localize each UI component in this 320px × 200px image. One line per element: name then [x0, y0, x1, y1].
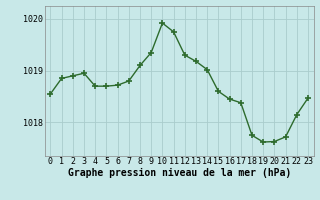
- X-axis label: Graphe pression niveau de la mer (hPa): Graphe pression niveau de la mer (hPa): [68, 168, 291, 178]
